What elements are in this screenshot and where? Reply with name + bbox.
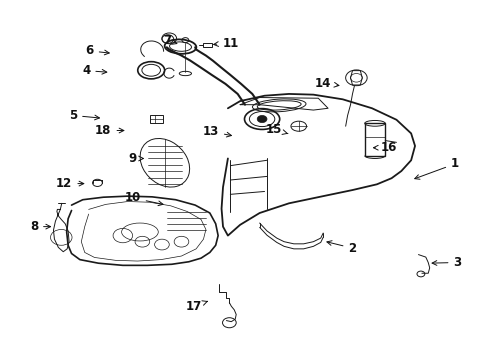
Text: 15: 15 — [266, 123, 288, 136]
Text: 10: 10 — [124, 192, 163, 206]
Bar — [365, 123, 385, 156]
Text: 12: 12 — [56, 177, 84, 190]
Text: 9: 9 — [128, 152, 144, 165]
Text: 18: 18 — [95, 124, 124, 137]
Text: 13: 13 — [203, 125, 231, 138]
Text: 16: 16 — [373, 141, 397, 154]
Text: 2: 2 — [327, 241, 357, 255]
Text: 17: 17 — [186, 300, 207, 313]
Text: 7: 7 — [163, 33, 177, 47]
Text: 8: 8 — [30, 220, 50, 233]
Text: 5: 5 — [69, 109, 99, 122]
Bar — [150, 116, 163, 123]
Text: 6: 6 — [85, 44, 109, 57]
Text: 1: 1 — [415, 157, 459, 179]
Text: 14: 14 — [315, 77, 339, 90]
Circle shape — [257, 116, 267, 123]
Text: 4: 4 — [82, 64, 107, 77]
Text: 11: 11 — [214, 36, 239, 50]
Bar — [203, 43, 212, 46]
Text: 3: 3 — [432, 256, 462, 269]
